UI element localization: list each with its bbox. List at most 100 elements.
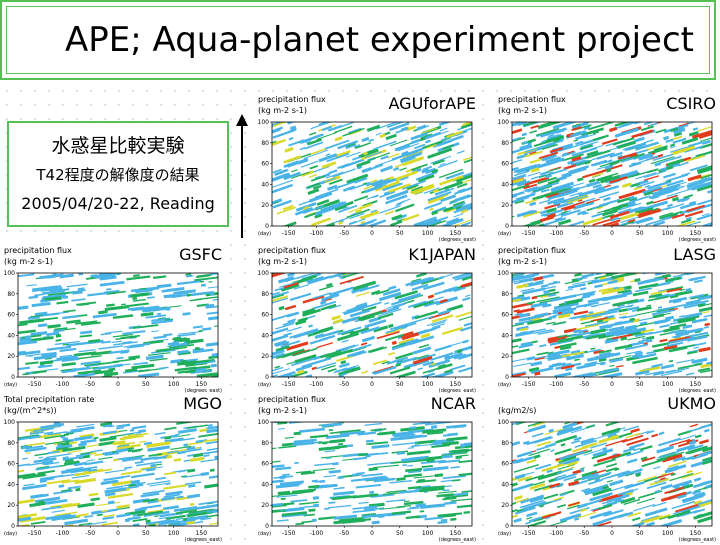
- precip-streak: [78, 454, 91, 460]
- precip-streak: [539, 215, 555, 223]
- precip-streak: [18, 350, 26, 355]
- precip-streak: [112, 440, 126, 446]
- precip-streak: [459, 441, 472, 446]
- precip-streak: [668, 337, 694, 345]
- precip-streak: [423, 300, 439, 307]
- precip-streak: [664, 464, 687, 474]
- precip-streak: [462, 339, 469, 344]
- precip-streak: [685, 445, 708, 455]
- precip-streak: [382, 182, 403, 192]
- precip-streak: [177, 349, 189, 355]
- precip-streak: [572, 290, 596, 297]
- precip-streak: [440, 518, 448, 522]
- precip-streak: [659, 477, 666, 481]
- precip-streak: [675, 503, 699, 513]
- precip-streak: [620, 157, 635, 163]
- x-tick-label: 100: [168, 530, 180, 537]
- precip-streak: [321, 422, 343, 428]
- precip-streak: [609, 479, 624, 487]
- precip-streak: [324, 450, 336, 453]
- precip-streak: [670, 127, 679, 133]
- precip-streak: [300, 160, 319, 168]
- precip-streak: [529, 209, 538, 215]
- precip-streak: [546, 469, 553, 474]
- precip-streak: [80, 330, 93, 335]
- x-tick-label: 150: [690, 381, 702, 388]
- precip-streak: [327, 504, 352, 509]
- precip-streak: [58, 502, 81, 509]
- precip-streak: [406, 507, 420, 510]
- precip-streak: [149, 357, 168, 362]
- precip-streak: [139, 305, 160, 311]
- precip-streak: [615, 364, 624, 368]
- precip-streak: [43, 431, 54, 435]
- precip-streak: [591, 452, 608, 460]
- x-tick-label: 150: [196, 381, 208, 388]
- precip-streak: [690, 458, 712, 468]
- precip-streak: [703, 428, 710, 433]
- precip-streak: [317, 211, 323, 216]
- precip-streak: [548, 315, 557, 320]
- precip-streak: [588, 311, 594, 315]
- precip-streak: [88, 468, 98, 472]
- precip-streak: [306, 140, 311, 144]
- precip-streak: [272, 128, 281, 134]
- precip-streak: [554, 448, 572, 456]
- precip-streak: [513, 170, 530, 177]
- precip-streak: [698, 130, 712, 139]
- precip-streak: [329, 122, 355, 132]
- precipitation-field: [272, 422, 472, 526]
- precip-streak: [338, 443, 344, 446]
- x-tick-label: -100: [56, 530, 70, 537]
- precip-streak: [574, 439, 598, 448]
- precip-streak: [18, 516, 32, 522]
- precip-streak: [531, 295, 538, 300]
- precip-streak: [572, 469, 581, 475]
- precip-streak: [638, 317, 654, 322]
- y-tick-label: 20: [7, 502, 15, 509]
- precip-streak: [303, 513, 315, 517]
- precip-streak: [522, 219, 543, 226]
- precip-streak: [622, 314, 637, 319]
- precip-streak: [453, 286, 466, 293]
- precip-streak: [298, 438, 317, 443]
- precip-streak: [108, 367, 116, 372]
- precip-streak: [123, 369, 143, 374]
- precip-streak: [699, 142, 712, 150]
- precip-streak: [697, 367, 711, 373]
- precip-streak: [421, 127, 438, 134]
- precip-streak: [644, 507, 668, 517]
- precip-streak: [321, 293, 340, 302]
- precip-streak: [512, 456, 532, 465]
- precip-streak: [626, 201, 636, 208]
- precip-streak: [80, 438, 97, 444]
- precip-streak: [132, 324, 159, 330]
- precip-streak: [334, 136, 343, 142]
- precip-streak: [272, 368, 290, 377]
- precip-streak: [632, 290, 649, 297]
- precip-streak: [691, 317, 708, 324]
- precip-streak: [138, 440, 147, 443]
- precip-streak: [402, 198, 411, 203]
- x-tick-label: 100: [422, 530, 434, 537]
- precip-streak: [520, 494, 545, 504]
- precip-streak: [178, 330, 202, 335]
- precip-streak: [371, 520, 380, 525]
- precip-streak: [585, 499, 602, 506]
- precip-streak: [337, 475, 344, 480]
- precip-streak: [195, 439, 208, 443]
- precip-streak: [206, 310, 218, 315]
- precip-streak: [69, 289, 87, 293]
- precip-streak: [582, 292, 595, 298]
- precip-streak: [132, 523, 140, 526]
- precip-streak: [116, 426, 125, 430]
- precip-streak: [209, 521, 218, 526]
- precip-streak: [26, 452, 31, 454]
- precip-streak: [310, 175, 325, 182]
- precip-streak: [456, 182, 468, 189]
- precip-streak: [560, 443, 566, 447]
- precip-streak: [657, 472, 674, 479]
- precip-streak: [104, 451, 119, 457]
- precip-streak: [340, 360, 347, 365]
- precip-streak: [520, 287, 535, 292]
